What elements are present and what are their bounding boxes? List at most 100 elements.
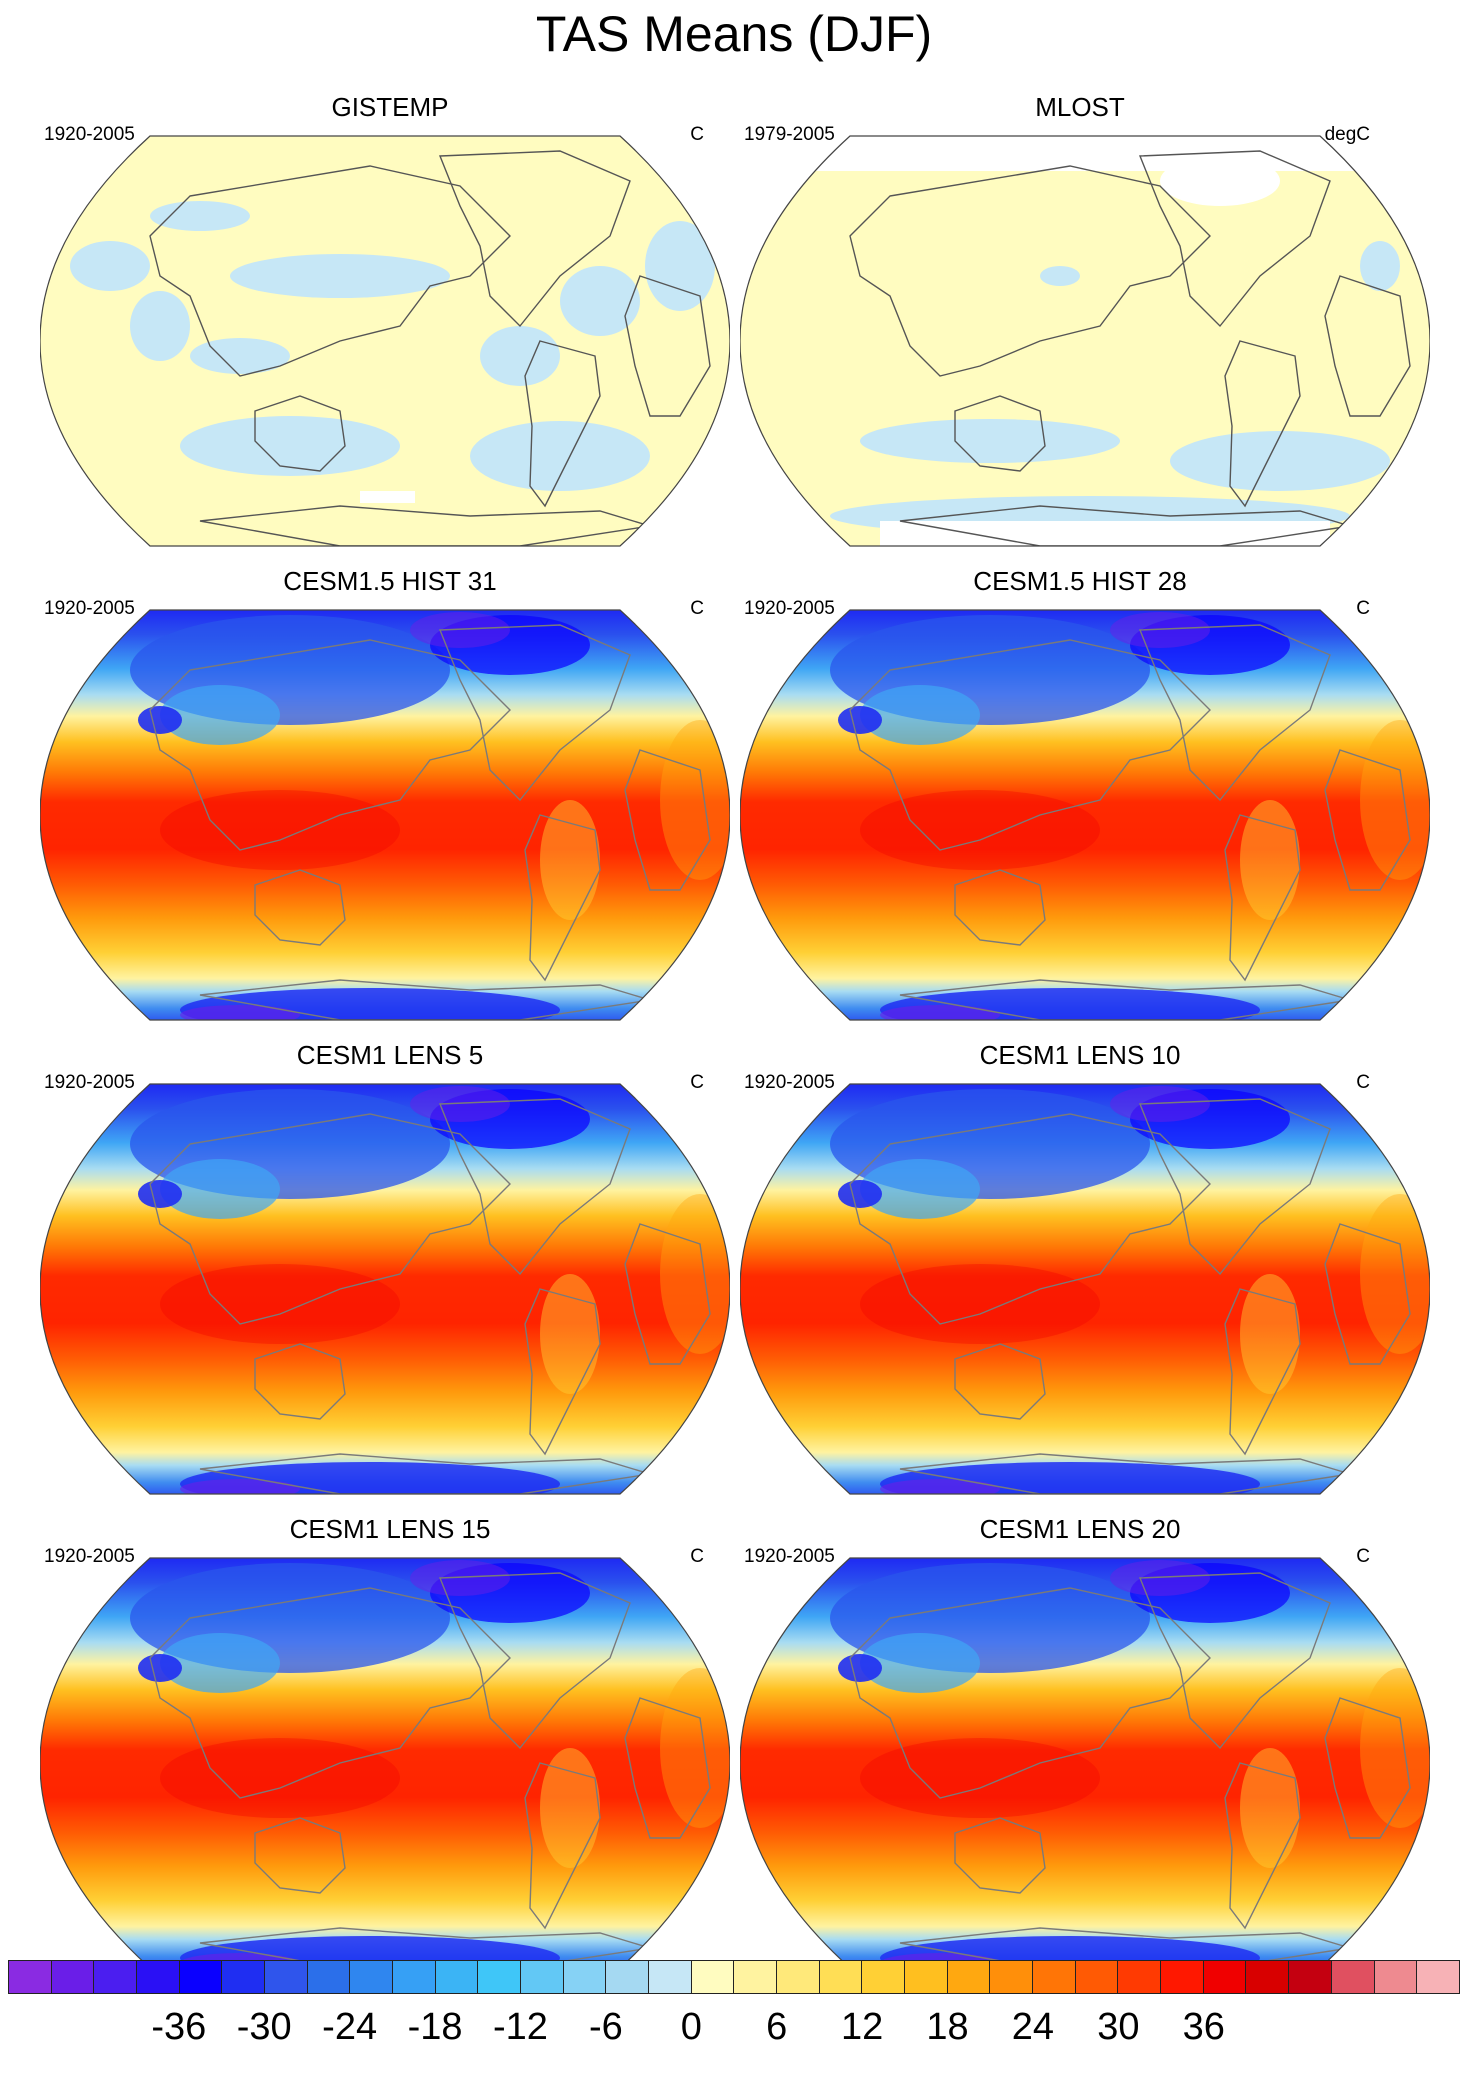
world-map xyxy=(740,1557,1430,1969)
colorbar-swatch xyxy=(777,1961,820,1993)
antarctica-outline xyxy=(199,979,651,1020)
colorbar-tick-label: 18 xyxy=(926,2006,969,2048)
world-map xyxy=(740,135,1430,547)
map-boundary xyxy=(40,1083,730,1495)
panel-period: 1920-2005 xyxy=(44,1546,135,1567)
colorbar-swatch xyxy=(649,1961,692,1993)
colorbar-swatch xyxy=(137,1961,180,1993)
colorbar-tick-label: -12 xyxy=(493,2006,548,2048)
antarctica-outline xyxy=(199,1927,651,1968)
world-map xyxy=(740,609,1430,1021)
australia-outline xyxy=(954,869,1046,946)
north-america-outline xyxy=(1138,1572,1331,1750)
south-america-outline xyxy=(1224,340,1301,508)
colorbar-swatch xyxy=(990,1961,1034,1993)
panel-title: CESM1 LENS 10 xyxy=(979,1040,1181,1070)
colorbar-swatch xyxy=(1374,1961,1418,1993)
australia-outline xyxy=(254,1343,346,1420)
colorbar-swatch xyxy=(265,1961,308,1993)
colorbar-swatch xyxy=(1246,1961,1290,1993)
colorbar-swatch xyxy=(606,1961,650,1993)
colorbar-tick-label: 6 xyxy=(766,2006,788,2048)
asia-outline xyxy=(149,1587,511,1799)
colorbar-tick-label: -6 xyxy=(588,2006,623,2048)
world-map xyxy=(40,1083,730,1495)
colorbar-swatch xyxy=(819,1961,863,1993)
colorbar-swatch xyxy=(1331,1961,1375,1993)
panel-period: 1920-2005 xyxy=(744,1546,835,1567)
panel-units: C xyxy=(1356,1072,1370,1093)
antarctica-outline xyxy=(899,1453,1351,1494)
north-america-outline xyxy=(438,624,631,802)
antarctica-outline xyxy=(899,1927,1351,1968)
africa-outline xyxy=(624,1697,711,1839)
panel-title: CESM1.5 HIST 28 xyxy=(973,566,1187,596)
australia-outline xyxy=(954,1343,1046,1420)
north-america-outline xyxy=(1138,150,1331,328)
colorbar: -36 -30 -24 -18 -12 -6 0 6 12 18 24 30 36 xyxy=(0,1960,1468,2082)
panel-period: 1920-2005 xyxy=(44,124,135,145)
panel-period: 1979-2005 xyxy=(744,124,835,145)
asia-outline xyxy=(149,1113,511,1325)
colorbar-swatch xyxy=(478,1961,522,1993)
colorbar-swatch xyxy=(94,1961,138,1993)
colorbar-swatch xyxy=(179,1961,223,1993)
map-panel: CESM1 LENS 10 1920-2005 C xyxy=(700,1040,1430,1500)
australia-outline xyxy=(954,395,1046,472)
asia-outline xyxy=(149,165,511,377)
world-map xyxy=(40,1557,730,1969)
panel-units: C xyxy=(1356,1546,1370,1567)
colorbar-tick-label: -30 xyxy=(236,2006,292,2048)
colorbar-tick-label: -36 xyxy=(151,2006,207,2048)
colorbar-swatch xyxy=(222,1961,266,1993)
panel-units: C xyxy=(690,598,704,619)
map-panel: CESM1 LENS 15 1920-2005 C xyxy=(0,1514,730,1974)
colorbar-swatch xyxy=(393,1961,436,1993)
colorbar-tick-label: 0 xyxy=(680,2006,702,2048)
panel-period: 1920-2005 xyxy=(44,598,135,619)
colorbar-tick-label: 30 xyxy=(1097,2006,1140,2048)
south-america-outline xyxy=(1224,814,1301,982)
panel-period: 1920-2005 xyxy=(44,1072,135,1093)
africa-outline xyxy=(624,749,711,891)
map-panel: MLOST 1979-2005 degC xyxy=(700,92,1430,552)
world-map xyxy=(40,609,730,1021)
colorbar-swatch xyxy=(862,1961,906,1993)
australia-outline xyxy=(254,395,346,472)
north-america-outline xyxy=(438,150,631,328)
colorbar-swatch xyxy=(905,1961,948,1993)
asia-outline xyxy=(149,639,511,851)
africa-outline xyxy=(624,275,711,417)
colorbar-swatch xyxy=(435,1961,479,1993)
asia-outline xyxy=(849,639,1211,851)
australia-outline xyxy=(954,1817,1046,1894)
map-boundary xyxy=(40,609,730,1021)
panel-title: CESM1 LENS 5 xyxy=(296,1040,484,1070)
colorbar-swatches xyxy=(8,1960,1460,1994)
map-boundary xyxy=(740,1083,1430,1495)
panel-units: degC xyxy=(1324,124,1370,145)
colorbar-swatch xyxy=(350,1961,394,1993)
map-panel: GISTEMP 1920-2005 C xyxy=(0,92,730,552)
south-america-outline xyxy=(524,814,601,982)
africa-outline xyxy=(1324,275,1411,417)
australia-outline xyxy=(254,869,346,946)
colorbar-tick-label: 12 xyxy=(840,2006,884,2048)
world-map xyxy=(40,135,730,547)
south-america-outline xyxy=(524,1288,601,1456)
north-america-outline xyxy=(1138,624,1331,802)
colorbar-tick-label: 36 xyxy=(1182,2006,1225,2048)
colorbar-swatch xyxy=(691,1961,735,1993)
south-america-outline xyxy=(1224,1762,1301,1930)
world-map xyxy=(740,1083,1430,1495)
colorbar-swatch xyxy=(1417,1961,1459,1993)
map-boundary xyxy=(740,609,1430,1021)
asia-outline xyxy=(849,1587,1211,1799)
south-america-outline xyxy=(524,1762,601,1930)
colorbar-tick-label: -24 xyxy=(322,2006,378,2048)
panel-title: CESM1 LENS 15 xyxy=(289,1514,491,1544)
panel-units: C xyxy=(690,1072,704,1093)
colorbar-swatch xyxy=(1289,1961,1332,1993)
colorbar-swatch xyxy=(307,1961,351,1993)
north-america-outline xyxy=(438,1572,631,1750)
